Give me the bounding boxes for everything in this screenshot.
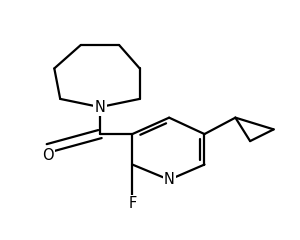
Text: F: F bbox=[128, 196, 136, 211]
Text: O: O bbox=[43, 148, 54, 163]
Text: N: N bbox=[94, 100, 105, 115]
Text: N: N bbox=[164, 172, 175, 187]
